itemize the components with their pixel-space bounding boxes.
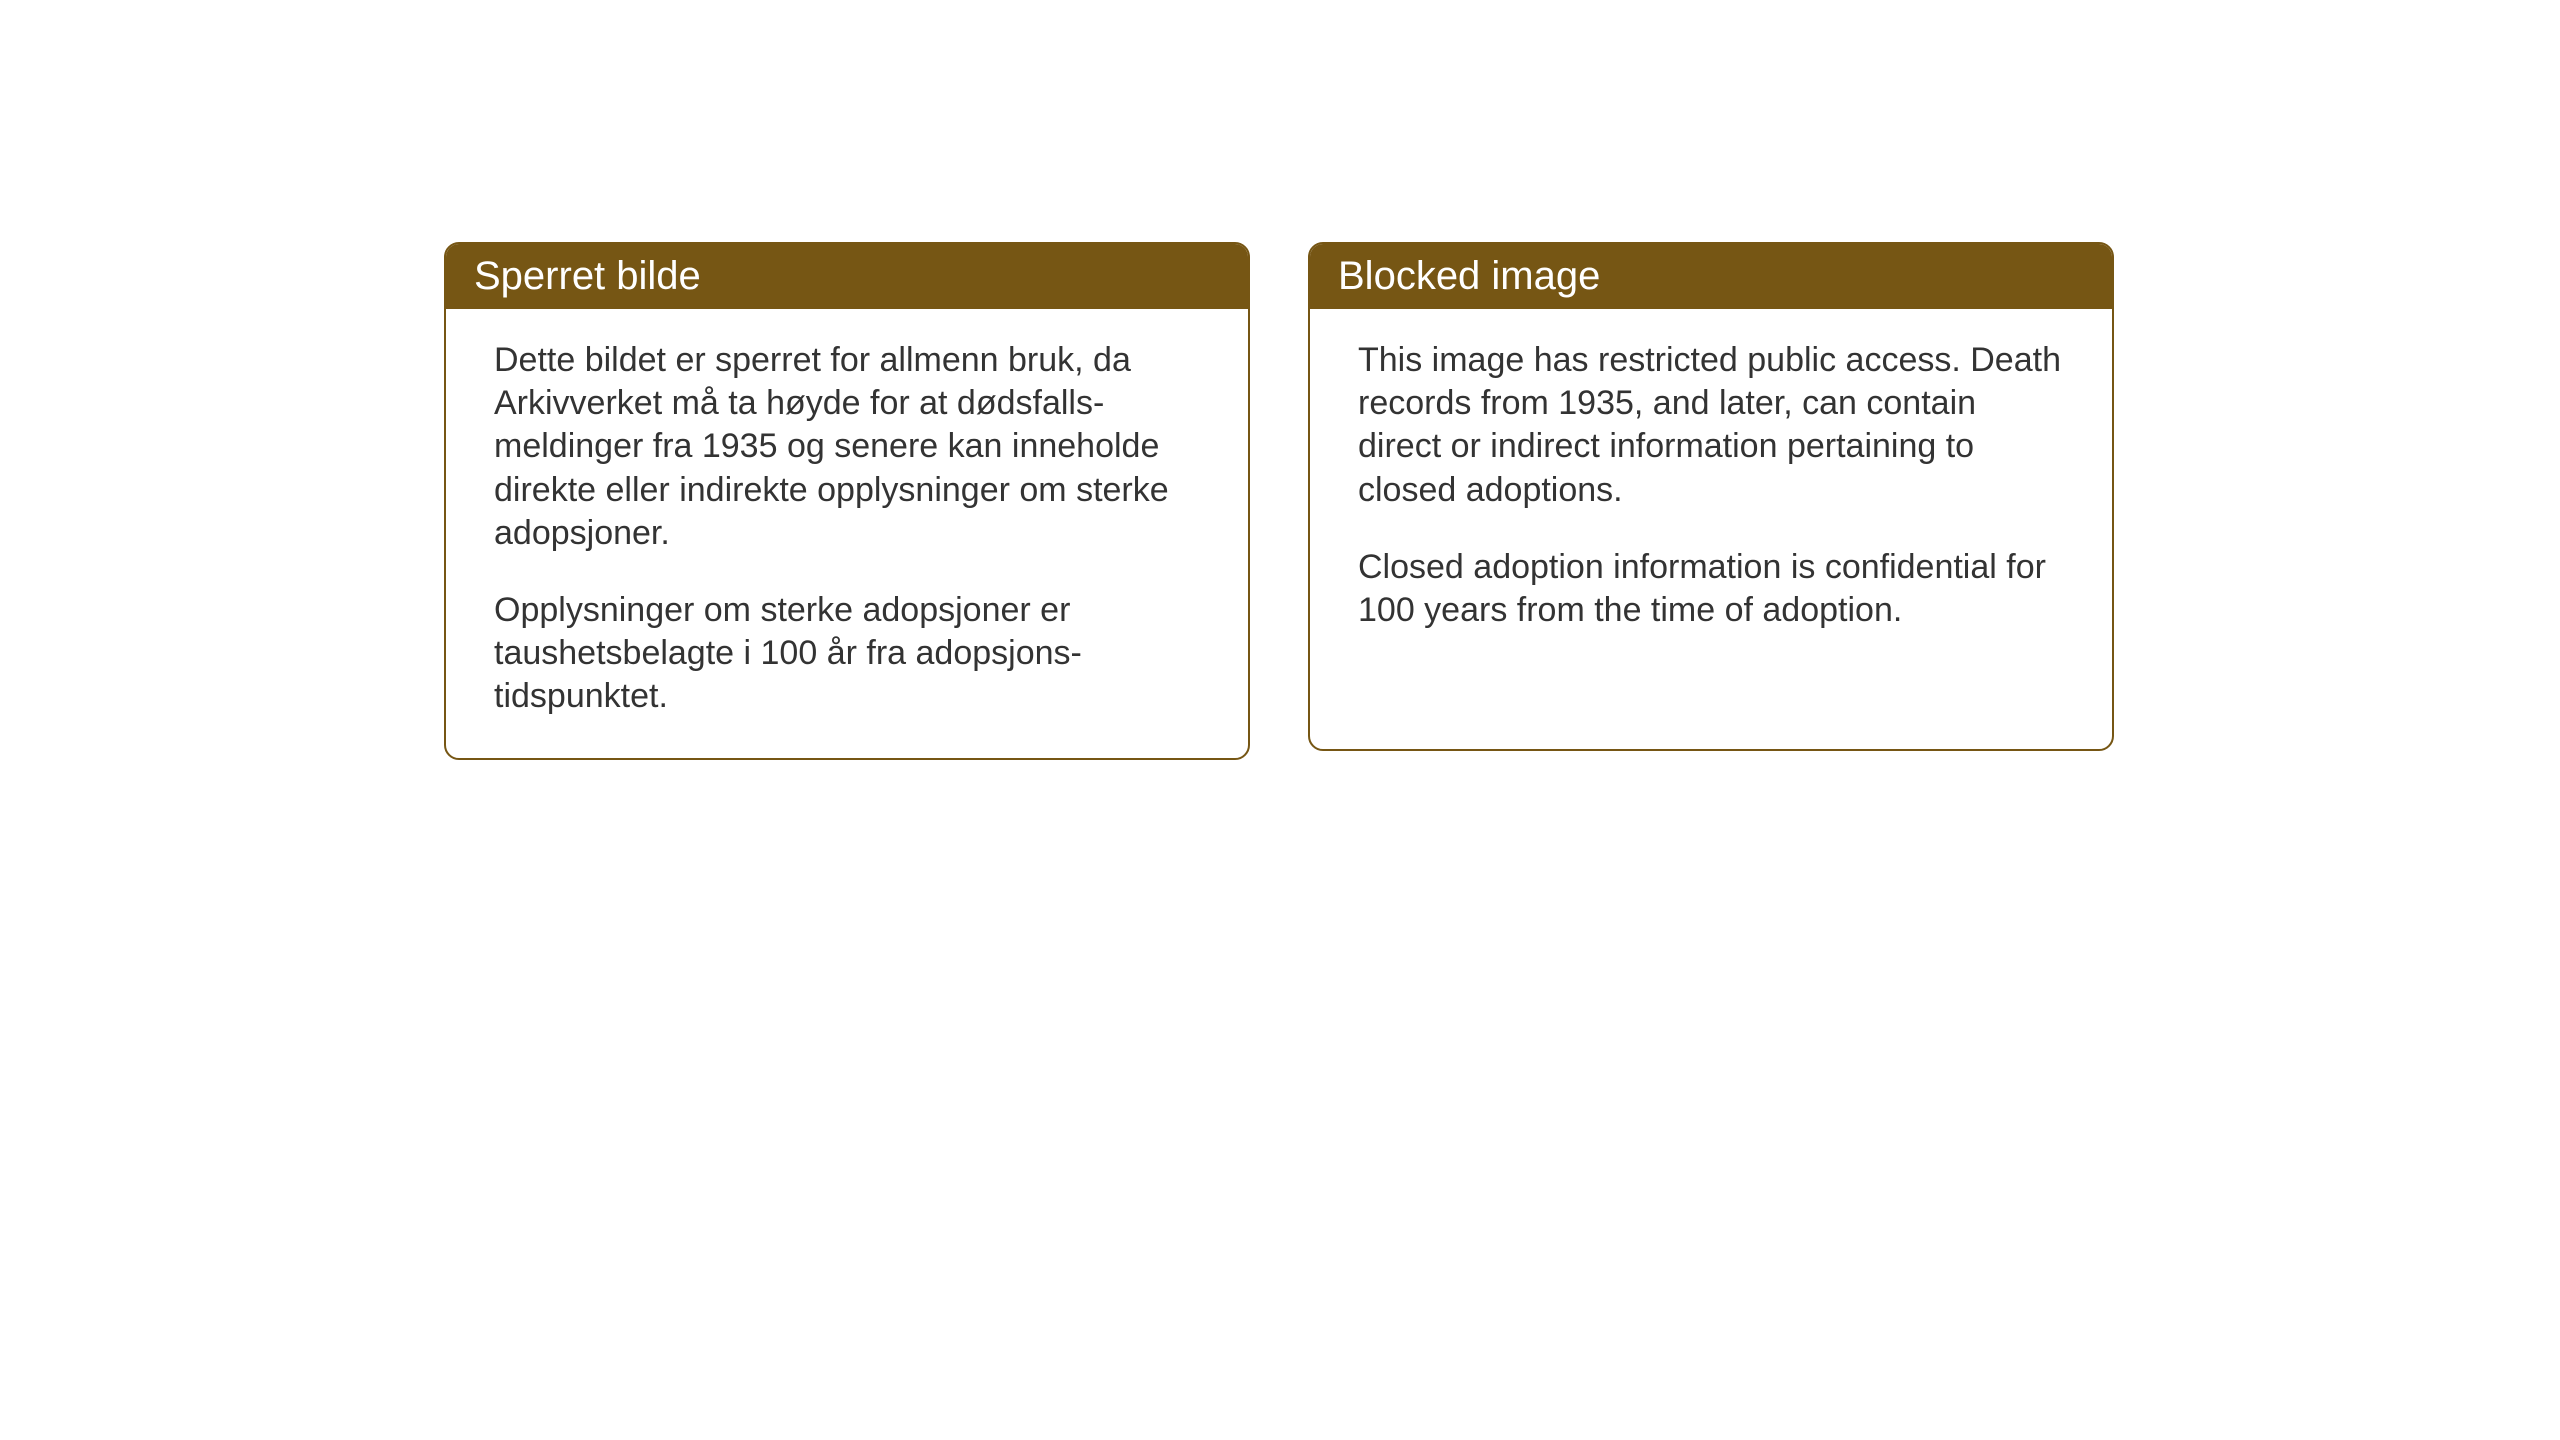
notice-header-norwegian: Sperret bilde bbox=[446, 244, 1248, 309]
notice-box-norwegian: Sperret bilde Dette bildet er sperret fo… bbox=[444, 242, 1250, 760]
notice-container: Sperret bilde Dette bildet er sperret fo… bbox=[444, 242, 2114, 760]
notice-paragraph-1-english: This image has restricted public access.… bbox=[1358, 339, 2064, 512]
notice-body-english: This image has restricted public access.… bbox=[1310, 309, 2112, 672]
notice-body-norwegian: Dette bildet er sperret for allmenn bruk… bbox=[446, 309, 1248, 758]
notice-paragraph-2-norwegian: Opplysninger om sterke adopsjoner er tau… bbox=[494, 589, 1200, 719]
notice-header-english: Blocked image bbox=[1310, 244, 2112, 309]
notice-paragraph-2-english: Closed adoption information is confident… bbox=[1358, 546, 2064, 632]
notice-paragraph-1-norwegian: Dette bildet er sperret for allmenn bruk… bbox=[494, 339, 1200, 555]
notice-box-english: Blocked image This image has restricted … bbox=[1308, 242, 2114, 751]
